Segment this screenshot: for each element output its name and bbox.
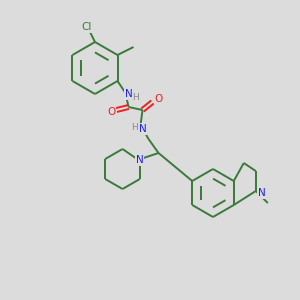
Text: N: N [258,188,266,198]
Text: Cl: Cl [82,22,92,32]
Text: N: N [136,155,143,165]
Text: N: N [139,124,146,134]
Text: N: N [124,89,132,99]
Text: O: O [154,94,163,104]
Text: H: H [131,124,138,133]
Text: O: O [107,107,116,117]
Text: H: H [132,92,139,101]
